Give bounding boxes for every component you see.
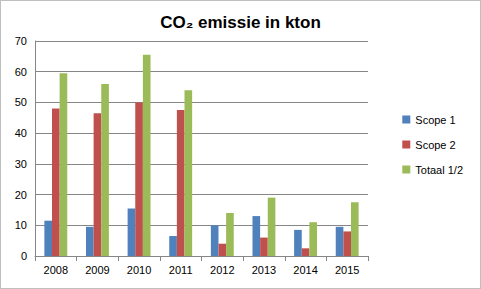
svg-text:Totaal 1/2: Totaal 1/2 (415, 164, 463, 176)
svg-text:Scope 2: Scope 2 (415, 139, 455, 151)
svg-text:2012: 2012 (210, 264, 234, 276)
svg-text:10: 10 (15, 219, 27, 231)
svg-text:2013: 2013 (252, 264, 276, 276)
svg-text:30: 30 (15, 158, 27, 170)
svg-text:40: 40 (15, 127, 27, 139)
svg-text:2010: 2010 (127, 264, 151, 276)
svg-text:50: 50 (15, 96, 27, 108)
svg-text:2014: 2014 (293, 264, 317, 276)
svg-text:2008: 2008 (44, 264, 68, 276)
svg-text:2009: 2009 (85, 264, 109, 276)
svg-text:CO₂ emissie in kton: CO₂ emissie in kton (160, 13, 321, 32)
svg-text:70: 70 (15, 35, 27, 47)
svg-text:20: 20 (15, 189, 27, 201)
svg-text:60: 60 (15, 66, 27, 78)
svg-text:Scope 1: Scope 1 (415, 114, 455, 126)
svg-text:0: 0 (21, 250, 27, 262)
svg-text:2011: 2011 (169, 264, 193, 276)
svg-text:2015: 2015 (335, 264, 359, 276)
